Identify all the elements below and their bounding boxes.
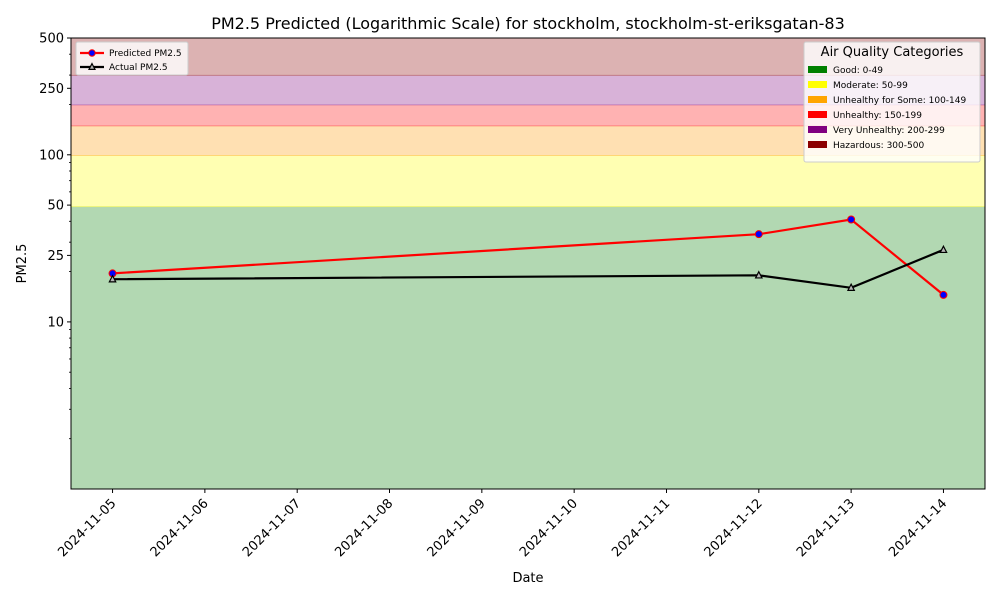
category-legend-label: Very Unhealthy: 200-299 [833,126,945,136]
category-swatch [808,81,827,88]
category-legend-label: Good: 0-49 [833,66,883,76]
category-legend-label: Hazardous: 300-500 [833,141,924,151]
y-tick-label: 500 [39,32,64,47]
y-tick-label: 250 [39,82,64,97]
aqi-band-0 [71,206,985,490]
series-point [754,230,763,239]
y-tick-label: 10 [47,315,64,330]
series-legend: Predicted PM2.5 Actual PM2.5 [75,41,189,76]
category-swatch [808,141,827,148]
category-legend-title: Air Quality Categories [821,45,964,60]
series-point [846,282,856,291]
category-swatch [808,126,827,133]
aqi-band-1 [71,155,985,207]
category-legend-label: Unhealthy: 150-199 [833,111,922,121]
chart-title: PM2.5 Predicted (Logarithmic Scale) for … [211,14,845,33]
legend-marker-sample [88,62,96,70]
y-tick-label: 25 [47,249,64,264]
series-line-0 [112,218,945,296]
y-axis-label: PM2.5 [15,244,30,284]
aqi-band-3 [71,104,985,126]
y-axis: 10 25 50 100 250 500 [39,32,71,440]
plot-frame [70,37,986,490]
series-markers [108,215,948,299]
series-point [939,244,948,254]
series-point [847,215,856,224]
series-point [939,290,948,299]
y-tick-label: 50 [47,199,64,214]
category-swatch [808,96,827,103]
series-legend-label: Predicted PM2.5 [109,49,182,59]
legend-marker-sample [88,49,96,57]
series-line-1 [112,248,944,289]
series-legend-label: Actual PM2.5 [109,63,168,73]
x-axis-label: Date [512,571,543,586]
category-legend-label: Unhealthy for Some: 100-149 [833,96,966,106]
series-point [754,270,763,279]
category-legend: Air Quality Categories Good: 0-49 Moderate… [803,41,981,163]
series-point [108,274,117,283]
category-legend-label: Moderate: 50-99 [833,81,908,91]
series-lines [112,218,945,296]
y-tick-label: 100 [39,148,64,163]
category-swatch [808,66,827,73]
category-swatch [808,111,827,118]
category-legend-box [803,41,981,163]
